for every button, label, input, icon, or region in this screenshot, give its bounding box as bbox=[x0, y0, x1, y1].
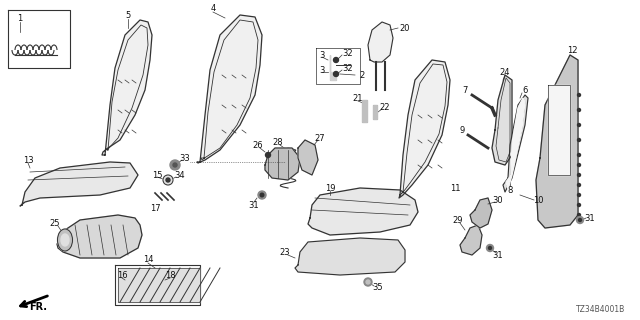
Circle shape bbox=[577, 183, 580, 187]
Text: 34: 34 bbox=[175, 171, 186, 180]
Circle shape bbox=[577, 108, 580, 111]
Text: 4: 4 bbox=[211, 4, 216, 12]
Text: 16: 16 bbox=[116, 270, 127, 279]
Text: FR.: FR. bbox=[29, 302, 47, 312]
Circle shape bbox=[577, 164, 580, 166]
Ellipse shape bbox=[61, 234, 69, 246]
Text: 31: 31 bbox=[585, 213, 595, 222]
Circle shape bbox=[173, 163, 177, 167]
Circle shape bbox=[577, 93, 580, 97]
Text: 23: 23 bbox=[280, 247, 291, 257]
Polygon shape bbox=[536, 55, 578, 228]
Text: 3: 3 bbox=[319, 66, 324, 75]
Polygon shape bbox=[308, 188, 418, 235]
Polygon shape bbox=[118, 268, 200, 302]
Polygon shape bbox=[20, 162, 138, 206]
Text: 20: 20 bbox=[400, 23, 410, 33]
Bar bbox=[362, 100, 367, 122]
Text: 17: 17 bbox=[150, 204, 160, 212]
Text: 7: 7 bbox=[462, 85, 468, 94]
Circle shape bbox=[266, 153, 271, 157]
Text: 19: 19 bbox=[324, 183, 335, 193]
Polygon shape bbox=[503, 95, 528, 192]
Text: 22: 22 bbox=[380, 102, 390, 111]
Circle shape bbox=[577, 139, 580, 141]
Text: 11: 11 bbox=[450, 183, 460, 193]
Polygon shape bbox=[460, 225, 482, 255]
Polygon shape bbox=[102, 20, 152, 155]
Text: 10: 10 bbox=[532, 196, 543, 204]
Text: 14: 14 bbox=[143, 255, 153, 265]
Polygon shape bbox=[295, 238, 405, 275]
Text: 32: 32 bbox=[342, 63, 353, 73]
Text: 6: 6 bbox=[522, 85, 528, 94]
Circle shape bbox=[170, 160, 180, 170]
Circle shape bbox=[163, 175, 173, 185]
Polygon shape bbox=[197, 15, 262, 163]
Text: 28: 28 bbox=[273, 138, 284, 147]
Circle shape bbox=[577, 194, 580, 196]
Text: 1: 1 bbox=[17, 13, 22, 22]
Circle shape bbox=[577, 213, 580, 217]
Polygon shape bbox=[548, 85, 570, 175]
Circle shape bbox=[364, 278, 372, 286]
Text: 12: 12 bbox=[567, 45, 577, 54]
Text: 9: 9 bbox=[460, 125, 465, 134]
Text: 21: 21 bbox=[353, 93, 364, 102]
Text: 5: 5 bbox=[125, 11, 131, 20]
Circle shape bbox=[333, 58, 339, 62]
Text: 30: 30 bbox=[493, 196, 503, 204]
Polygon shape bbox=[57, 215, 142, 258]
Circle shape bbox=[577, 217, 584, 223]
Text: 18: 18 bbox=[164, 270, 175, 279]
Circle shape bbox=[260, 193, 264, 197]
Text: 25: 25 bbox=[50, 219, 60, 228]
Circle shape bbox=[577, 173, 580, 177]
Text: 29: 29 bbox=[452, 215, 463, 225]
Circle shape bbox=[577, 204, 580, 206]
Polygon shape bbox=[298, 140, 318, 175]
Circle shape bbox=[488, 246, 492, 250]
Text: 3: 3 bbox=[319, 51, 324, 60]
Text: 27: 27 bbox=[315, 133, 325, 142]
Text: 13: 13 bbox=[22, 156, 33, 164]
Circle shape bbox=[579, 219, 582, 221]
Text: 15: 15 bbox=[152, 171, 163, 180]
Text: 8: 8 bbox=[508, 186, 513, 195]
Ellipse shape bbox=[58, 229, 72, 251]
Text: 33: 33 bbox=[180, 154, 190, 163]
Text: 31: 31 bbox=[249, 201, 259, 210]
Polygon shape bbox=[368, 22, 393, 62]
Text: 31: 31 bbox=[493, 251, 503, 260]
Circle shape bbox=[577, 154, 580, 156]
Circle shape bbox=[258, 191, 266, 199]
Polygon shape bbox=[470, 198, 492, 228]
Polygon shape bbox=[506, 98, 525, 189]
Circle shape bbox=[333, 71, 339, 76]
Polygon shape bbox=[330, 55, 336, 80]
Polygon shape bbox=[265, 148, 300, 180]
Text: TZ34B4001B: TZ34B4001B bbox=[576, 306, 625, 315]
Bar bbox=[373, 105, 377, 119]
Text: 32: 32 bbox=[342, 49, 353, 58]
Text: 24: 24 bbox=[500, 68, 510, 76]
Text: 2: 2 bbox=[360, 70, 365, 79]
Text: 26: 26 bbox=[253, 140, 263, 149]
Text: 35: 35 bbox=[372, 284, 383, 292]
Circle shape bbox=[486, 244, 493, 252]
Polygon shape bbox=[399, 60, 450, 198]
Polygon shape bbox=[492, 75, 512, 165]
Circle shape bbox=[166, 178, 170, 182]
Circle shape bbox=[577, 124, 580, 126]
Circle shape bbox=[366, 280, 370, 284]
